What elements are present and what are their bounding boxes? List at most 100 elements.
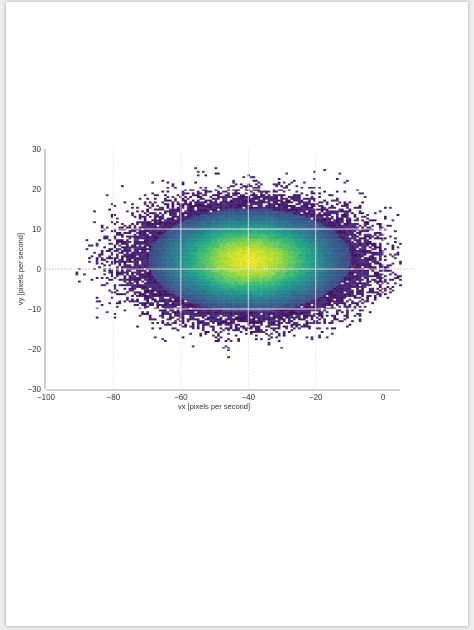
heatmap-cell — [201, 323, 205, 326]
heatmap-cell — [265, 277, 268, 279]
heatmap-cell — [280, 233, 283, 236]
heatmap-cell — [280, 248, 283, 251]
heatmap-cell — [247, 215, 251, 218]
heatmap-cell — [153, 277, 157, 279]
heatmap-cell — [196, 224, 200, 227]
heatmap-cell — [239, 230, 243, 233]
heatmap-cell — [270, 206, 273, 209]
heatmap-cell — [141, 241, 144, 243]
heatmap-cell — [244, 235, 248, 238]
heatmap-cell — [148, 260, 152, 263]
heatmap-cell — [100, 304, 104, 306]
heatmap-cell — [199, 275, 203, 278]
heatmap-cell — [227, 217, 230, 220]
heatmap-cell — [199, 286, 203, 288]
heatmap-cell — [229, 219, 233, 222]
heatmap-cell — [260, 203, 263, 206]
heatmap-cell — [194, 219, 198, 222]
heatmap-cell — [227, 349, 230, 351]
heatmap-cell — [222, 232, 225, 234]
heatmap-cell — [262, 194, 266, 197]
heatmap-cell — [133, 284, 137, 287]
heatmap-cell — [204, 248, 208, 251]
heatmap-cell — [153, 239, 157, 242]
heatmap-cell — [295, 206, 299, 209]
heatmap-cell — [153, 266, 157, 269]
heatmap-cell — [265, 300, 268, 303]
heatmap-cell — [206, 221, 210, 224]
heatmap-cell — [108, 250, 112, 252]
heatmap-cell — [206, 255, 210, 258]
heatmap-cell — [212, 253, 215, 256]
heatmap-cell — [265, 305, 268, 308]
heatmap-cell — [141, 311, 144, 314]
heatmap-cell — [222, 250, 225, 252]
heatmap-cell — [265, 273, 268, 276]
heatmap-cell — [128, 241, 132, 243]
heatmap-cell — [174, 214, 177, 216]
heatmap-cell — [282, 203, 286, 206]
heatmap-cell — [282, 271, 286, 274]
heatmap-cell — [272, 235, 276, 238]
heatmap-cell — [186, 233, 190, 236]
heatmap-cell — [161, 237, 165, 240]
heatmap-cell — [222, 287, 225, 290]
heatmap-cell — [146, 259, 149, 261]
heatmap-cell — [131, 235, 134, 238]
heatmap-cell — [217, 264, 220, 267]
heatmap-cell — [232, 302, 235, 305]
heatmap-cell — [171, 201, 175, 204]
heatmap-cell — [242, 300, 246, 303]
heatmap-cell — [184, 289, 187, 292]
heatmap-cell — [176, 244, 180, 247]
heatmap-cell — [237, 282, 241, 285]
heatmap-cell — [158, 286, 162, 288]
heatmap-cell — [227, 347, 230, 350]
heatmap-cell — [255, 253, 258, 256]
heatmap-cell — [255, 325, 258, 328]
heatmap-cell — [161, 286, 165, 288]
heatmap-cell — [214, 298, 218, 301]
heatmap-cell — [292, 291, 296, 294]
heatmap-cell — [194, 309, 198, 312]
heatmap-cell — [186, 230, 190, 233]
heatmap-cell — [234, 266, 238, 269]
heatmap-cell — [257, 313, 261, 315]
heatmap-cell — [166, 230, 170, 233]
heatmap-cell — [181, 221, 185, 224]
heatmap-cell — [298, 318, 301, 321]
heatmap-cell — [244, 277, 248, 279]
heatmap-cell — [227, 260, 230, 263]
heatmap-cell — [222, 251, 225, 254]
heatmap-cell — [164, 194, 167, 197]
heatmap-cell — [298, 255, 301, 258]
heatmap-cell — [255, 210, 258, 213]
heatmap-cell — [181, 224, 185, 227]
heatmap-cell — [156, 277, 160, 279]
heatmap-cell — [249, 286, 253, 288]
heatmap-cell — [260, 237, 263, 240]
heatmap-cell — [194, 269, 198, 272]
heatmap-cell — [252, 176, 256, 179]
heatmap-cell — [229, 217, 233, 220]
heatmap-cell — [270, 309, 273, 312]
heatmap-cell — [282, 296, 286, 299]
heatmap-cell — [191, 244, 195, 247]
heatmap-cell — [184, 266, 187, 269]
heatmap-cell — [267, 242, 271, 245]
heatmap-cell — [287, 226, 291, 229]
heatmap-cell — [128, 246, 132, 249]
heatmap-cell — [88, 257, 91, 260]
heatmap-cell — [156, 248, 160, 251]
heatmap-cell — [247, 217, 251, 220]
heatmap-cell — [181, 233, 185, 236]
heatmap-cell — [128, 282, 132, 285]
heatmap-cell — [303, 300, 306, 303]
heatmap-cell — [298, 203, 301, 206]
heatmap-cell — [262, 248, 266, 251]
heatmap-cell — [189, 250, 192, 252]
heatmap-cell — [206, 253, 210, 256]
heatmap-cell — [224, 291, 228, 294]
heatmap-cell — [156, 273, 160, 276]
heatmap-cell — [206, 273, 210, 276]
